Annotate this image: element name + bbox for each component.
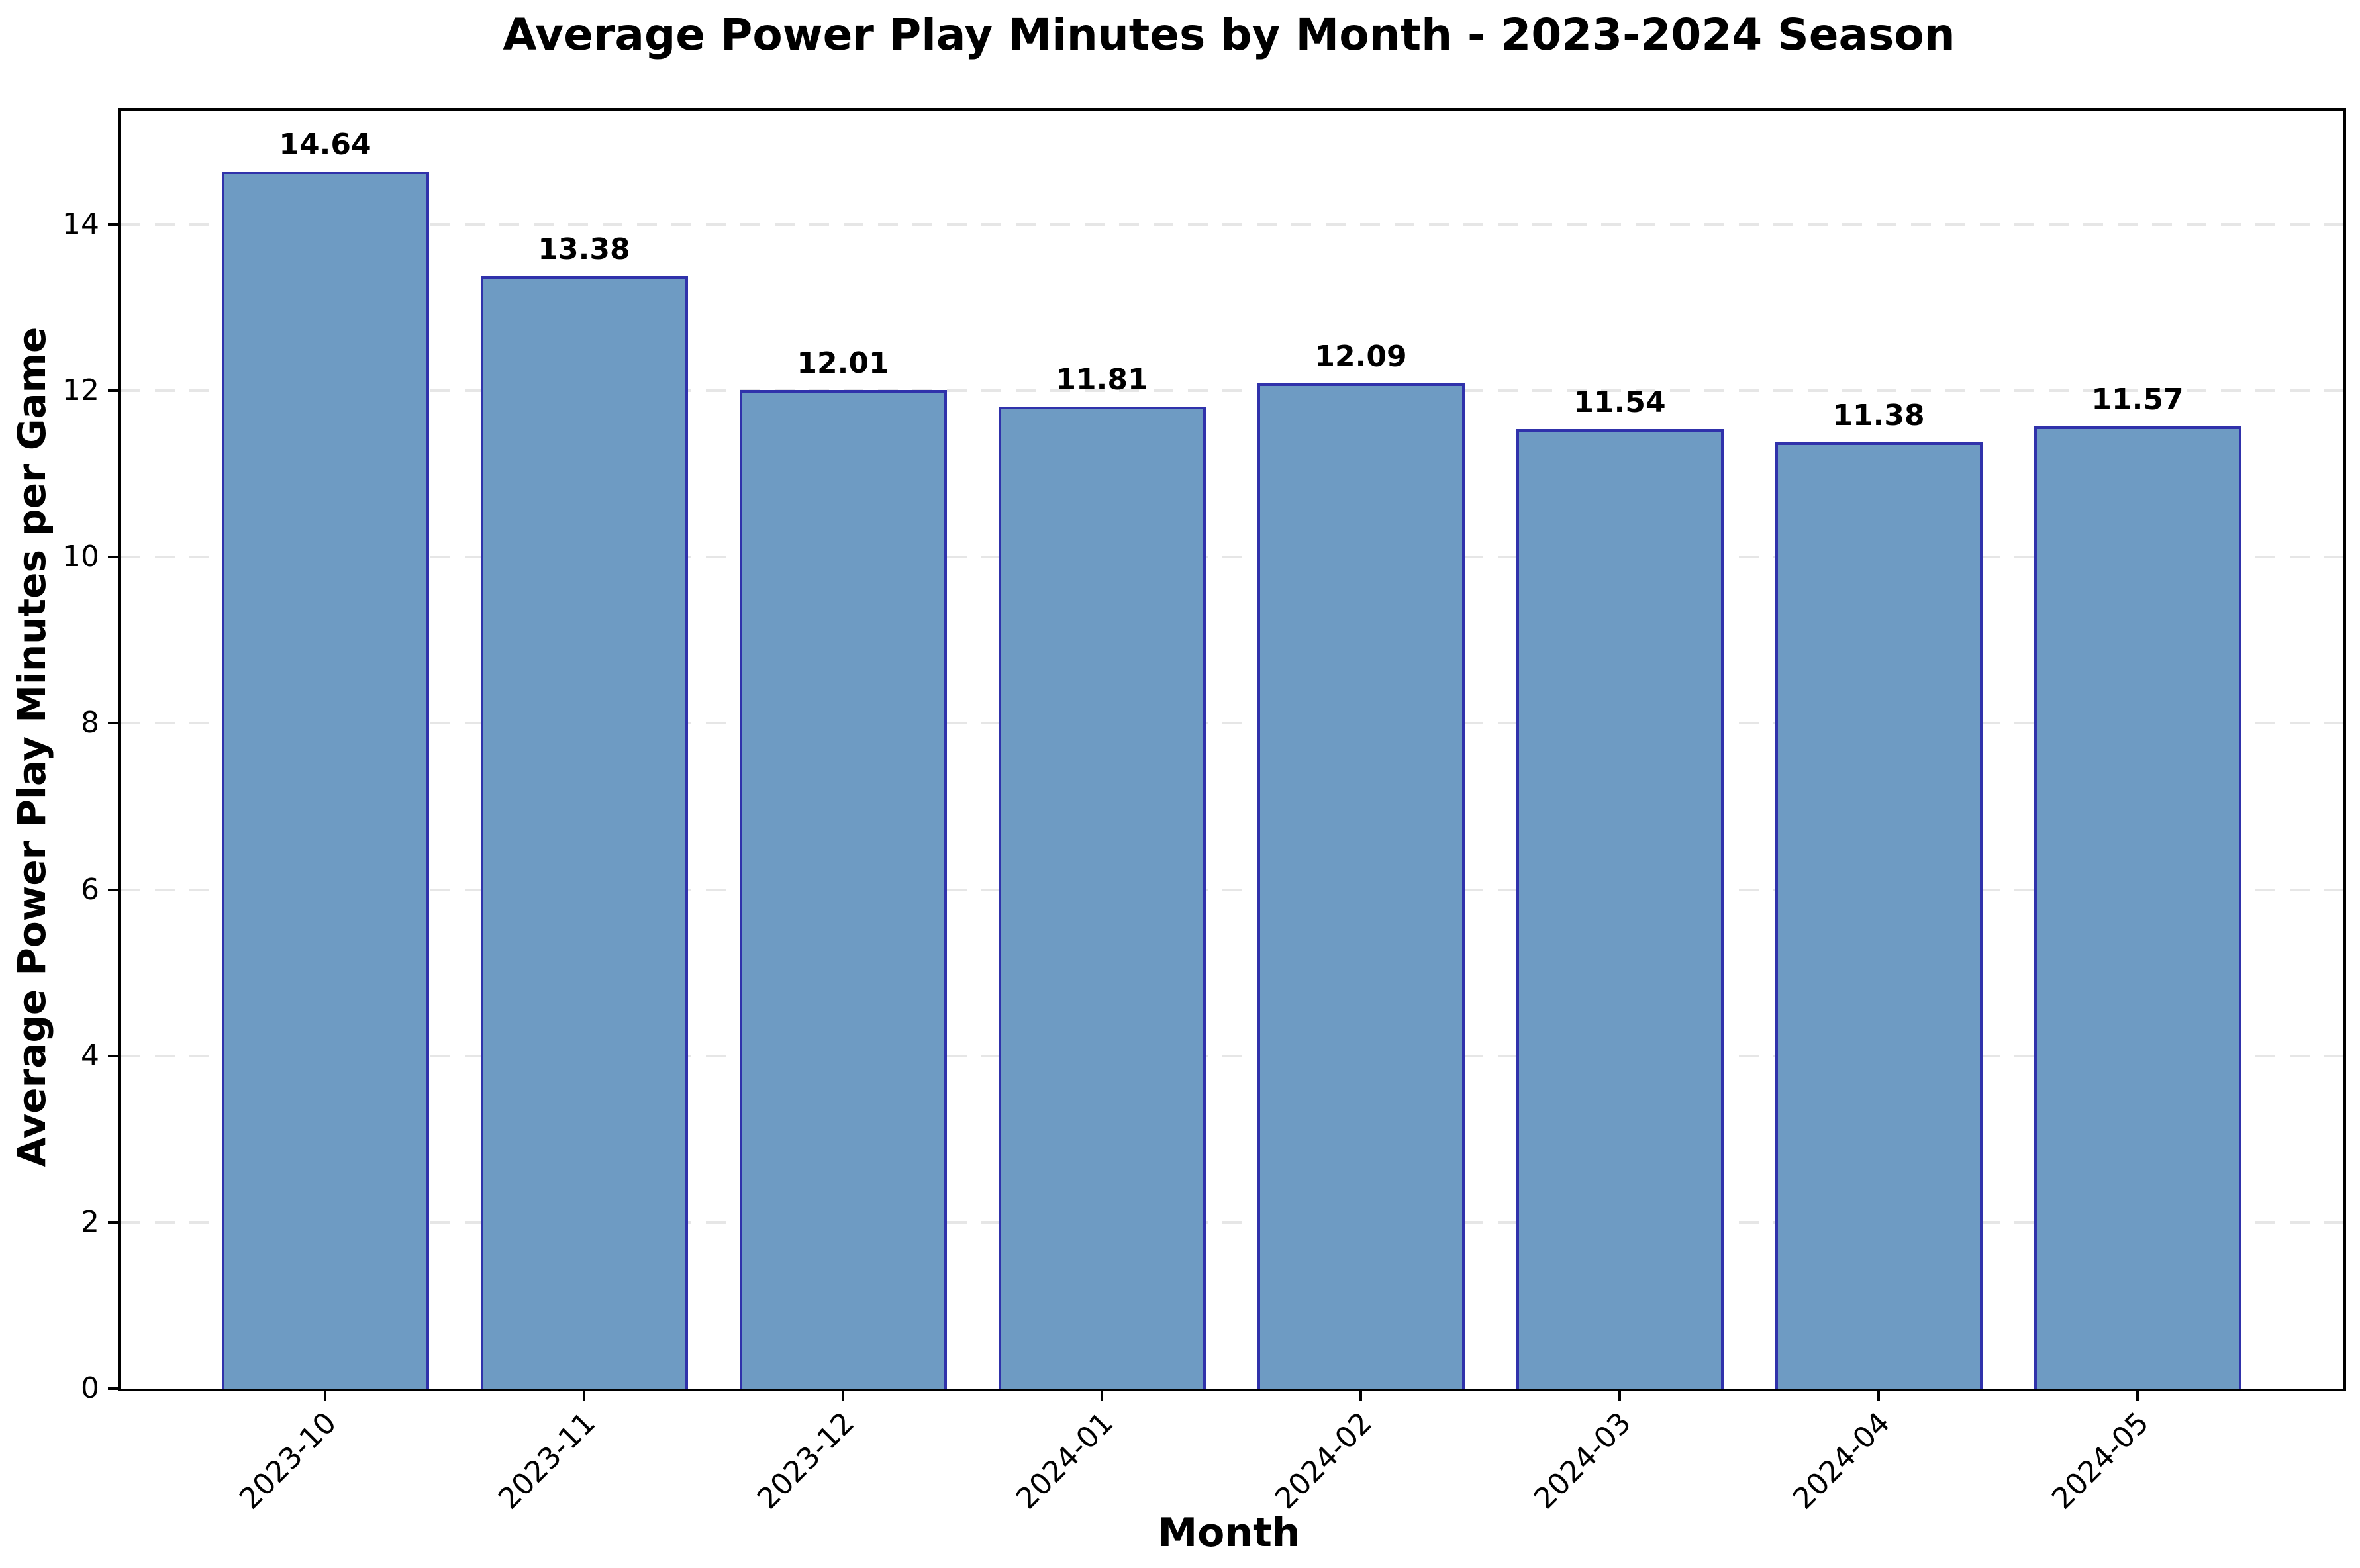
gridline-y-8 [121,722,2343,725]
xtick-mark-2023-12 [842,1391,844,1401]
ytick-mark-10 [108,556,118,559]
xtick-label-2024-02: 2024-02 [1269,1406,1379,1516]
ytick-label-14: 14 [62,207,99,242]
gridline-y-14 [121,223,2343,226]
ytick-mark-6 [108,888,118,891]
plot-inner: 14.64 13.38 12.01 11.81 12.09 11.54 11.38 11.57 [121,111,2343,1389]
xtick-mark-2024-01 [1101,1391,1103,1401]
xtick-mark-2023-11 [583,1391,585,1401]
bar-2023-10 [221,172,429,1389]
bar-value-label-2024-03: 11.54 [1573,385,1666,419]
gridline-y-4 [121,1054,2343,1057]
gridline-y-12 [121,389,2343,393]
xtick-label-2023-11: 2023-11 [492,1406,603,1516]
xtick-mark-2024-05 [2136,1391,2139,1401]
xtick-mark-2023-10 [324,1391,326,1401]
gridline-y-6 [121,888,2343,891]
ytick-mark-12 [108,389,118,393]
ytick-label-0: 0 [81,1371,99,1405]
chart-title: Average Power Play Minutes by Month - 20… [503,9,1955,60]
xtick-mark-2024-04 [1877,1391,1880,1401]
ytick-mark-4 [108,1054,118,1057]
bar-value-label-2024-05: 11.57 [2091,383,2184,416]
ytick-mark-8 [108,722,118,725]
ytick-label-10: 10 [62,540,99,574]
xtick-label-2024-04: 2024-04 [1787,1406,1897,1516]
x-axis-label: Month [1157,1510,1301,1556]
ytick-mark-0 [108,1387,118,1390]
bar-value-label-2024-04: 11.38 [1832,399,1925,432]
ytick-label-4: 4 [81,1038,99,1073]
xtick-label-2024-01: 2024-01 [1010,1406,1120,1516]
ytick-mark-2 [108,1220,118,1224]
bar-2024-03 [1516,429,1724,1389]
bar-2024-05 [2034,426,2241,1389]
xtick-mark-2024-02 [1359,1391,1362,1401]
bar-2024-04 [1775,442,1983,1389]
bar-2024-02 [1257,383,1465,1389]
xtick-label-2023-10: 2023-10 [233,1406,344,1516]
bar-value-label-2023-10: 14.64 [279,128,371,162]
ytick-label-2: 2 [81,1204,99,1239]
bar-2023-12 [739,390,947,1389]
ytick-label-12: 12 [62,373,99,408]
xtick-label-2024-05: 2024-05 [2045,1406,2156,1516]
ytick-mark-14 [108,223,118,226]
y-axis-label: Average Power Play Minutes per Game [9,326,54,1167]
ytick-label-8: 8 [81,706,99,740]
bar-value-label-2024-02: 12.09 [1314,340,1407,373]
ytick-label-6: 6 [81,872,99,906]
bar-value-label-2023-12: 12.01 [797,346,889,380]
bar-value-label-2023-11: 13.38 [538,232,630,266]
gridline-y-2 [121,1220,2343,1224]
bar-2023-11 [480,276,688,1389]
xtick-label-2024-03: 2024-03 [1528,1406,1638,1516]
xtick-mark-2024-03 [1618,1391,1621,1401]
bar-2024-01 [998,407,1206,1389]
xtick-label-2023-12: 2023-12 [751,1406,861,1516]
bar-value-label-2024-01: 11.81 [1056,363,1148,397]
plot-area: 14.64 13.38 12.01 11.81 12.09 11.54 11.38 11.57 [118,108,2346,1391]
gridline-y-10 [121,556,2343,559]
